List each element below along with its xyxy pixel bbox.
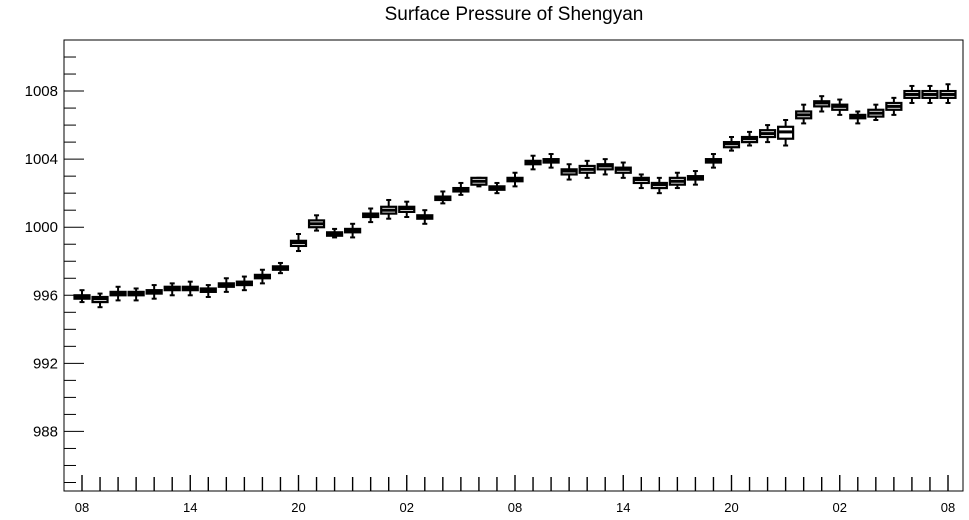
box-mark (235, 275, 253, 292)
box-mark (650, 176, 668, 195)
box-mark (163, 282, 181, 297)
x-tick-label: 08 (75, 500, 89, 515)
box-mark (777, 118, 795, 147)
box-mark (831, 98, 849, 116)
box-mark (668, 171, 686, 190)
box-mark (813, 95, 831, 113)
box-mark (199, 284, 217, 298)
box-mark (596, 158, 614, 176)
x-tick-label: 20 (291, 500, 305, 515)
box-mark (145, 284, 163, 300)
box-mark (271, 261, 290, 275)
box-mark (488, 181, 506, 195)
box-mark (380, 198, 398, 220)
y-tick-label: 1000 (25, 219, 58, 236)
box-mark (362, 207, 380, 224)
box-mark (939, 83, 957, 104)
box-mark (740, 130, 759, 147)
y-tick-label: 996 (33, 287, 58, 304)
box-mark (795, 103, 813, 125)
box-mark (506, 171, 524, 188)
box-mark (181, 280, 199, 297)
box-mark (217, 277, 235, 293)
box-mark (686, 170, 705, 186)
x-tick-label: 14 (616, 500, 630, 515)
x-tick-label: 08 (941, 500, 955, 515)
x-axis: 08 14 20 02 08 14 20 02 08 (75, 475, 955, 515)
y-tick-label: 988 (33, 423, 58, 440)
x-tick-label: 02 (833, 500, 847, 515)
box-mark (307, 214, 326, 232)
box-mark (542, 153, 560, 169)
y-axis: 988 992 996 1000 1004 1008 (25, 39, 84, 483)
x-tick-label: 08 (508, 500, 522, 515)
box-mark (470, 176, 488, 188)
box-mark (452, 181, 470, 196)
box-mark (560, 163, 578, 181)
box-mark (325, 227, 344, 239)
box-mark (253, 268, 272, 285)
box-mark (91, 292, 109, 309)
box-mark (849, 110, 867, 125)
box-series (73, 83, 957, 309)
box-mark (722, 136, 741, 152)
x-tick-label: 02 (400, 500, 414, 515)
y-tick-label: 1008 (25, 83, 58, 100)
plot-border (63, 39, 964, 492)
box-mark (867, 103, 885, 121)
box-mark (524, 154, 542, 171)
box-mark (885, 96, 903, 116)
box-mark (704, 153, 723, 169)
box-mark (578, 159, 596, 179)
box-mark (632, 173, 650, 190)
box-mark (416, 209, 434, 225)
box-mark (127, 287, 145, 302)
box-mark (344, 222, 362, 239)
x-tick-label: 14 (183, 500, 197, 515)
y-tick-label: 992 (33, 355, 58, 372)
box-mark (614, 161, 632, 179)
box-mark (398, 200, 416, 218)
box-mark (758, 124, 777, 144)
box-mark (434, 190, 452, 205)
x-tick-label: 20 (724, 500, 738, 515)
y-tick-label: 1004 (25, 151, 58, 168)
plot-frame (63, 39, 964, 492)
box-mark (109, 285, 127, 302)
box-mark (289, 233, 308, 253)
box-mark (73, 289, 91, 304)
chart-title: Surface Pressure of Shengyan (384, 4, 644, 25)
box-mark (903, 84, 921, 104)
box-mark (921, 84, 939, 104)
